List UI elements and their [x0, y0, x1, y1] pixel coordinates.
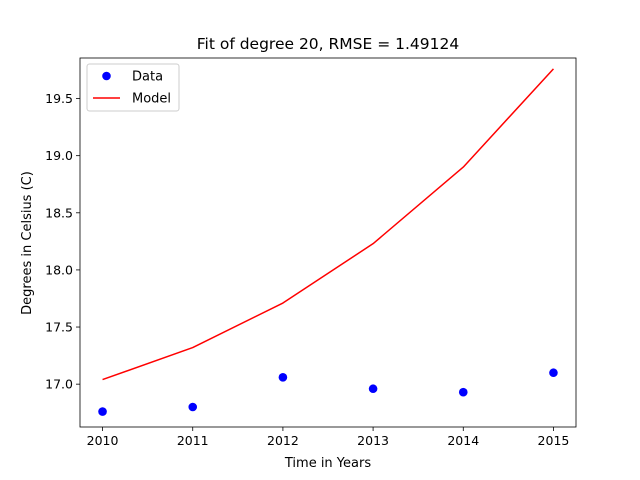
data-point [98, 407, 107, 416]
x-axis-label: Time in Years [284, 456, 371, 471]
y-tick-label-18.0: 18.0 [45, 262, 73, 277]
y-tick-label-19.5: 19.5 [45, 91, 73, 106]
y-tick-label-17.5: 17.5 [45, 320, 73, 335]
y-axis-label: Degrees in Celsius (C) [20, 171, 35, 315]
x-tick-label-2014: 2014 [447, 433, 479, 448]
data-point [188, 402, 198, 412]
x-tick-label-2010: 2010 [87, 433, 119, 448]
plot-frame [79, 57, 577, 428]
legend-data-swatch [102, 71, 111, 81]
data-point [368, 384, 378, 394]
y-tick-label-17.0: 17.0 [45, 377, 73, 392]
chart-title: Fit of degree 20, RMSE = 1.49124 [197, 35, 460, 53]
data-point [458, 387, 468, 397]
x-tick-label-2011: 2011 [177, 433, 209, 448]
x-tick-label-2012: 2012 [267, 433, 299, 448]
data-point [278, 373, 288, 382]
legend: Data Model [86, 63, 180, 112]
y-tick-label-19.0: 19.0 [45, 148, 73, 163]
legend-data-label: Data [132, 70, 163, 85]
y-tick-label-18.5: 18.5 [45, 205, 73, 220]
x-tick-label-2013: 2013 [357, 433, 389, 448]
model-series-line [102, 68, 555, 381]
plot-area: 2010 2011 2012 2013 2014 2015 17.0 17.5 18.0 18.5… [45, 57, 577, 448]
x-tick-label-2015: 2015 [538, 433, 570, 448]
legend-model-label: Model [132, 92, 171, 107]
data-point [549, 368, 558, 378]
